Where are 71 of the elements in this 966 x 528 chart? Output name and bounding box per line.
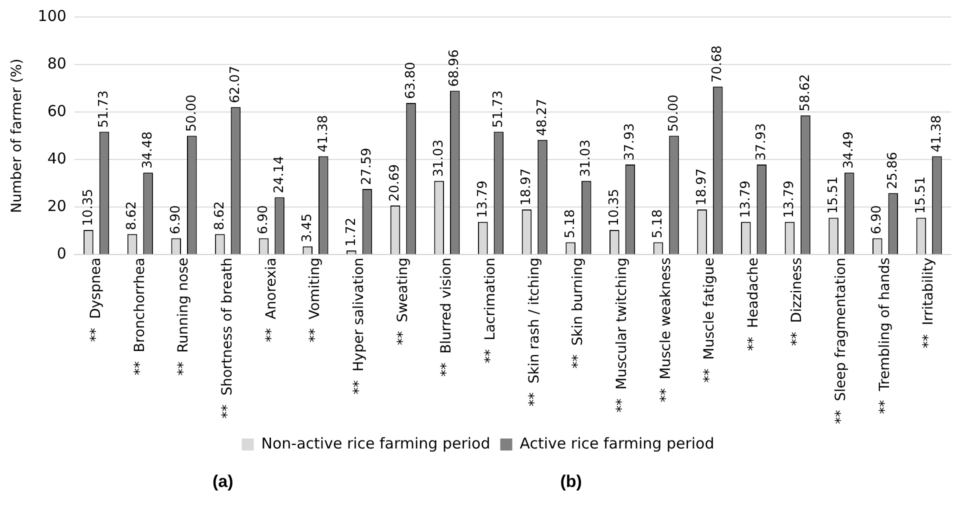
text: (b)	[560, 472, 582, 492]
text: 27.59	[360, 148, 375, 186]
y-tick-label: 60	[47, 102, 66, 120]
x-tick-label: ** Lacrimation	[482, 258, 498, 364]
text: 51.73	[491, 90, 506, 128]
text: 1.72	[344, 218, 359, 247]
x-tick-label: ** Sweating	[394, 258, 411, 346]
text: 50.00	[666, 94, 682, 132]
text: 6.90	[168, 205, 184, 234]
text: 31.03	[578, 140, 594, 177]
text: 8.62	[124, 201, 140, 230]
text: 62.07	[228, 66, 244, 104]
x-tick-label: ** Running nose	[176, 258, 192, 376]
text: 37.93	[754, 123, 770, 160]
text: (a)	[212, 472, 234, 492]
text: 13.79	[475, 180, 490, 218]
x-tick-label: ** Muscle fatigue	[702, 258, 718, 383]
x-tick-label: ** Shortness of breath	[219, 258, 236, 418]
x-tick-label: ** Sleep fragmentation	[833, 258, 850, 424]
text: 20.69	[388, 164, 403, 202]
text: 63.80	[403, 62, 418, 100]
x-tick-label: ** Skin rash / itching	[526, 258, 542, 406]
text: 50.00	[184, 94, 200, 132]
y-tick-label: 20	[47, 196, 66, 215]
x-tick-label: ** Muscular twitching	[614, 258, 630, 413]
text: 25.86	[886, 152, 901, 190]
text: 5.18	[650, 209, 666, 238]
legend-label: Active rice farming period	[520, 434, 714, 452]
text: 10.35	[606, 188, 622, 226]
x-tick-label: ** Vomiting	[307, 258, 324, 342]
text: 41.38	[929, 115, 944, 152]
text: 70.68	[710, 45, 726, 83]
text: 34.48	[140, 131, 156, 169]
x-tick-label: ** Anorexia	[263, 258, 280, 342]
y-tick-label: 0	[56, 244, 66, 262]
text: 41.38	[316, 115, 331, 152]
x-tick-label: ** Trembling of hands	[876, 258, 893, 414]
y-tick-label: 40	[47, 149, 66, 168]
x-tick-label: ** Bronchorrhea	[132, 258, 148, 376]
legend-label: Non-active rice farming period	[261, 434, 490, 452]
x-tick-label: ** Irritability	[920, 258, 937, 348]
text: 13.79	[782, 180, 798, 218]
text: 37.93	[622, 123, 638, 160]
text: 68.96	[447, 50, 462, 87]
x-tick-label: ** Hyper salivation	[350, 258, 367, 394]
text: 58.62	[798, 74, 813, 112]
x-tick-label: ** Dizziness	[789, 258, 806, 346]
text: 51.73	[96, 90, 112, 128]
y-tick-label: 100	[38, 6, 66, 25]
y-tick-label: 80	[47, 54, 66, 72]
text: 6.90	[870, 205, 885, 234]
x-tick-label: ** Skin burning	[570, 258, 586, 369]
y-axis-title: Number of farmer (%)	[9, 58, 26, 213]
x-tick-label: ** Headache	[745, 258, 762, 351]
text: 31.03	[431, 140, 446, 177]
text: 48.27	[534, 98, 550, 136]
text: 8.62	[212, 201, 228, 230]
text: 15.51	[826, 176, 841, 214]
text: 3.45	[300, 213, 315, 242]
text: 10.35	[80, 188, 96, 226]
text: 18.97	[519, 168, 534, 206]
text: 13.79	[738, 180, 754, 218]
text: 6.90	[256, 205, 272, 234]
x-tick-label: ** Blurred vision	[438, 258, 455, 377]
text: 18.97	[694, 168, 710, 206]
text: 15.51	[914, 176, 929, 214]
text: 24.14	[272, 156, 287, 194]
x-tick-label: ** Muscle weakness	[658, 258, 674, 402]
x-tick-label: ** Dyspnea	[88, 258, 104, 342]
text: 5.18	[562, 209, 578, 238]
text: 34.49	[842, 131, 857, 169]
